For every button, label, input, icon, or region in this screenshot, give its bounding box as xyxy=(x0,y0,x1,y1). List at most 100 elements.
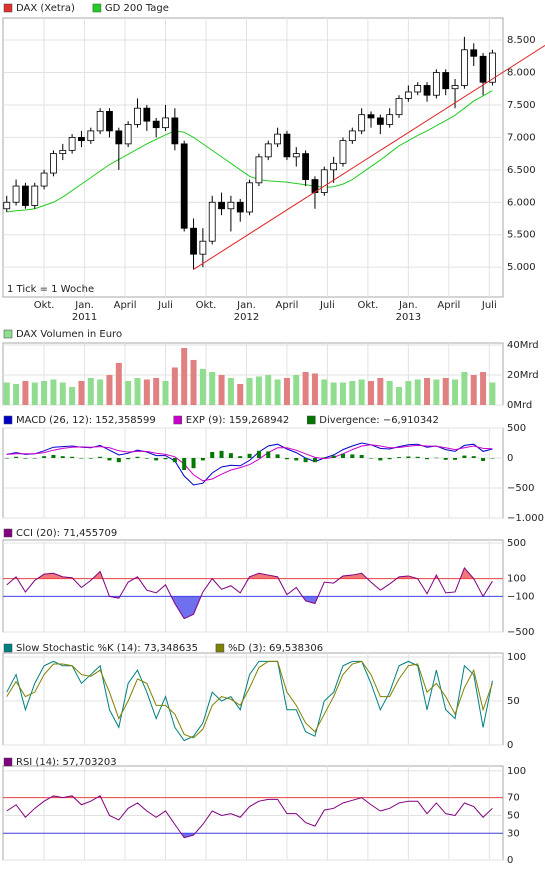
volume-bar xyxy=(171,367,178,405)
legend-swatch xyxy=(307,415,316,425)
volume-bar xyxy=(405,380,412,405)
legend-swatch xyxy=(3,757,13,767)
divergence-bar xyxy=(135,456,140,458)
divergence-bar xyxy=(60,456,65,458)
legend-swatch xyxy=(3,415,13,425)
candle-body xyxy=(479,55,487,83)
divergence-bar xyxy=(481,458,486,461)
y-tick-label: −1.000 xyxy=(507,513,544,524)
candle-body xyxy=(404,91,412,99)
volume-bar xyxy=(367,380,374,405)
divergence-bar xyxy=(126,458,131,460)
divergence-bar xyxy=(397,457,402,458)
divergence-bar xyxy=(415,456,420,458)
y-tick-label: 5.500 xyxy=(507,230,536,241)
y-tick-label: 500 xyxy=(507,423,526,434)
volume-bar xyxy=(386,380,393,405)
volume-bar xyxy=(31,382,38,405)
divergence-bar xyxy=(88,458,93,459)
divergence-bar xyxy=(378,458,383,461)
candle-body xyxy=(348,130,356,142)
divergence-bar xyxy=(98,456,103,458)
divergence-bar xyxy=(294,458,299,461)
candle-body xyxy=(162,117,169,129)
x-tick-label: Juli xyxy=(481,300,497,311)
volume-bar xyxy=(143,379,150,405)
divergence-bar xyxy=(312,458,317,463)
y-tick-label: 6.500 xyxy=(507,165,536,176)
x-tick-label: Jan. xyxy=(236,300,256,311)
divergence-bar xyxy=(340,453,345,458)
legend-label: MACD (26, 12): 152,358599 xyxy=(16,415,156,426)
x-tick-label: Okt. xyxy=(357,300,378,311)
volume-bar xyxy=(162,380,169,405)
divergence-bar xyxy=(144,458,149,459)
candle-body xyxy=(414,85,422,93)
divergence-bar xyxy=(247,453,252,458)
divergence-bar xyxy=(79,458,84,459)
divergence-bar xyxy=(331,455,336,458)
legend-swatch xyxy=(215,643,225,653)
volume-bar xyxy=(358,379,365,405)
divergence-bar xyxy=(350,454,355,458)
volume-bar xyxy=(87,377,94,405)
volume-bar xyxy=(489,382,496,405)
plot-area xyxy=(2,17,504,298)
volume-bar xyxy=(125,380,132,405)
legend-label: %D (3): 69,538306 xyxy=(228,643,323,654)
divergence-bar xyxy=(434,457,439,459)
plot xyxy=(4,442,495,486)
candle-body xyxy=(115,130,123,145)
y-tick-label: 100 xyxy=(507,652,526,663)
legend-label: DAX (Xetra) xyxy=(16,3,75,14)
divergence-bar xyxy=(210,452,215,458)
annotation: 1 Tick = 1 Woche xyxy=(7,284,94,295)
candle-body xyxy=(152,120,160,129)
volume-bar xyxy=(433,379,440,405)
divergence-bar xyxy=(4,458,9,459)
candle-body xyxy=(386,114,394,125)
candle-body xyxy=(218,201,225,210)
volume-bar xyxy=(134,377,141,405)
y-tick-label: 8.500 xyxy=(507,35,536,46)
volume-bar xyxy=(246,377,253,405)
legend-swatch xyxy=(3,329,13,339)
volume-bar xyxy=(97,379,104,405)
candle-body xyxy=(106,111,113,132)
divergence-bar xyxy=(32,458,37,459)
divergence-bar xyxy=(471,456,476,458)
volume-bar xyxy=(377,377,384,405)
divergence-bar xyxy=(14,456,19,458)
candle-body xyxy=(68,136,76,151)
divergence-bar xyxy=(70,456,75,458)
indicator-line xyxy=(6,444,493,482)
volume-bar xyxy=(50,379,57,405)
divergence-bar xyxy=(490,458,495,459)
legend-label: EXP (9): 159,268942 xyxy=(186,415,290,426)
legend-swatch xyxy=(173,415,183,425)
legend-label: CCI (20): 71,455709 xyxy=(16,528,117,539)
divergence-bar xyxy=(462,455,467,458)
plot-area xyxy=(2,765,504,861)
candle-body xyxy=(274,133,281,145)
candle-body xyxy=(96,111,104,132)
volume-bar xyxy=(41,380,48,405)
y-tick-label: 0 xyxy=(507,740,513,751)
legend-label: DAX Volumen in Euro xyxy=(16,329,122,340)
y-tick-label: 0 xyxy=(507,453,513,464)
candle-body xyxy=(134,107,141,125)
legend-label: Divergence: −6,910342 xyxy=(319,415,439,426)
volume-bar xyxy=(106,374,113,405)
divergence-bar xyxy=(191,458,196,469)
volume-bar xyxy=(424,377,431,405)
volume-bar xyxy=(59,382,66,405)
y-tick-label: 50 xyxy=(507,810,520,821)
y-tick-label: −500 xyxy=(507,627,534,638)
volume-bar xyxy=(115,362,122,405)
divergence-bar xyxy=(359,455,364,458)
candle-body xyxy=(59,149,67,155)
divergence-bar xyxy=(387,458,392,460)
candle-body xyxy=(292,153,300,158)
volume-bar xyxy=(293,374,300,405)
volume-bar xyxy=(349,380,356,405)
